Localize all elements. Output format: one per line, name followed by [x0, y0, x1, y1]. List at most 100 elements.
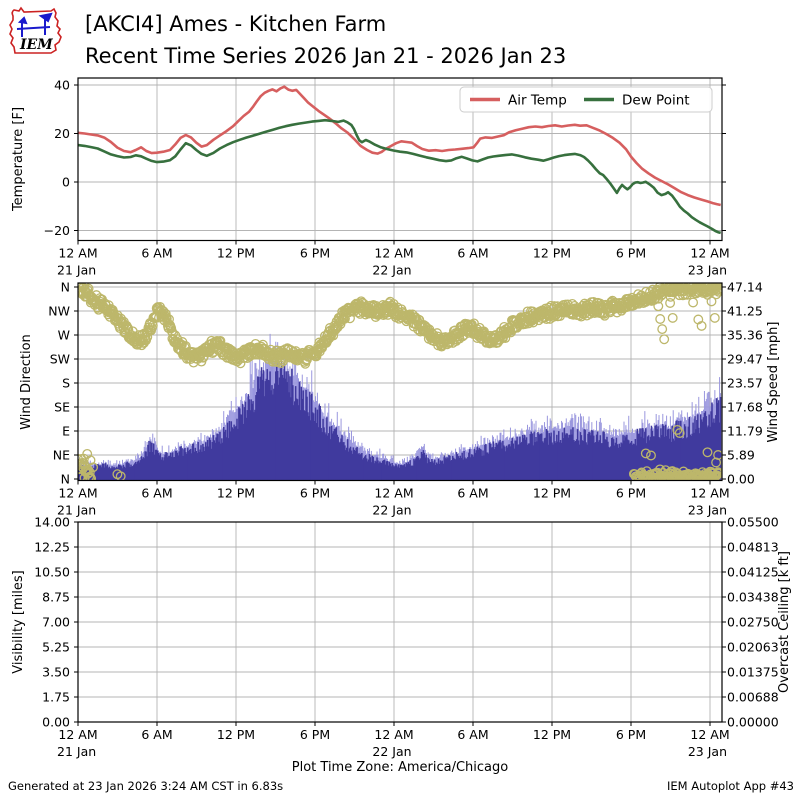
temperature-panel-x-tick-label: 6 PM [300, 246, 330, 261]
logo-text: IEM [19, 37, 53, 53]
temperature-y-tick-label: 20 [54, 126, 70, 141]
wind-speed-axis-label: Wind Speed [mph] [766, 322, 781, 443]
wind-panel-ticks [74, 286, 726, 485]
wind-panel-x-tick-label: 6 AM [457, 486, 488, 501]
wind-panel-x-tick-label: 12 AM [374, 486, 413, 501]
air-temp-line [78, 85, 721, 207]
wind-direction-tick-label: W [58, 328, 70, 343]
temperature-panel-x-tick-label: 6 AM [141, 246, 172, 261]
legend-air-temp-label: Air Temp [508, 93, 567, 109]
page-subtitle: Recent Time Series 2026 Jan 21 - 2026 Ja… [85, 44, 566, 68]
ceiling-y-tick-label: 0.03438 [727, 590, 779, 605]
wind-direction-tick-label: NW [48, 304, 70, 319]
temperature-y-tick-label: 0 [62, 175, 70, 190]
ceiling-y-tick-label: 0.04125 [727, 565, 779, 580]
visibility-panel-grid [77, 521, 722, 723]
visibility-panel-x-tick-label: 12 AM [374, 727, 413, 742]
dew-point-line [78, 118, 722, 235]
visibility-panel-border [77, 521, 723, 723]
temperature-panel-x-tick-label: 12 AM [690, 246, 729, 261]
app-credit: IEM Autoplot App #43 [667, 779, 794, 793]
wind-direction-tick-label: N [61, 472, 70, 487]
visibility-panel-x-tick-label: 6 AM [141, 727, 172, 742]
visibility-panel-x-tick-label: 6 PM [300, 727, 330, 742]
temperature-panel-date-label: 22 Jan [372, 263, 411, 278]
temperature-panel-x-tick-label: 12 AM [374, 246, 413, 261]
visibility-panel-x-tick-label: 12 AM [690, 727, 729, 742]
overcast-ceiling-axis-label: Overcast Ceiling [k ft] [777, 551, 792, 693]
temperature-panel-x-tick-label: 6 PM [616, 246, 646, 261]
wind-panel-border [77, 282, 723, 482]
timezone-note: Plot Time Zone: America/Chicago [292, 760, 508, 775]
visibility-panel-x-tick-label: 12 PM [217, 727, 255, 742]
wind-panel: N NW W SW S SE E NE N 47.14 41.25 35.36 29.47 23.57 17… [48, 280, 763, 518]
visibility-panel-ticks [74, 521, 726, 726]
temperature-panel: 40 20 0 −20 12 AM 6 AM 12 PM 6 PM 12 AM 6 AM 12 PM… [44, 77, 730, 278]
temperature-panel-ticks [74, 84, 726, 245]
legend: Air Temp Dew Point [459, 86, 713, 113]
ceiling-y-tick-label: 0.02750 [727, 615, 779, 630]
chart-panels: 40 20 0 −20 12 AM 6 AM 12 PM 6 PM 12 AM 6 AM 12 PM… [34, 77, 779, 760]
wind-panel-x-tick-label: 6 AM [141, 486, 172, 501]
visibility-y-tick-label: 3.50 [42, 665, 70, 680]
ceiling-y-tick-label: 0.04813 [727, 540, 779, 555]
temperature-y-tick-label: −20 [44, 223, 70, 238]
visibility-y-tick-label: 0.00 [42, 715, 70, 730]
visibility-y-tick-label: 8.75 [42, 590, 70, 605]
visibility-y-tick-label: 10.50 [34, 565, 70, 580]
temperature-panel-date-label: 23 Jan [688, 263, 727, 278]
temperature-series [78, 85, 722, 235]
weather-vane-icon [16, 12, 53, 37]
ceiling-y-tick-label: 0.05500 [727, 515, 779, 530]
ceiling-y-tick-label: 0.02063 [727, 640, 779, 655]
ceiling-y-tick-label: 0.00688 [727, 690, 779, 705]
wind-panel-x-tick-label: 12 PM [217, 486, 255, 501]
wind-panel-date-label: 22 Jan [372, 503, 411, 518]
temperature-panel-x-tick-label: 6 AM [457, 246, 488, 261]
iem-logo: IEM [9, 6, 62, 54]
wind-speed-tick-label: 41.25 [727, 304, 763, 319]
temperature-panel-date-label: 21 Jan [57, 263, 96, 278]
visibility-y-tick-label: 12.25 [34, 540, 70, 555]
wind-panel-date-label: 21 Jan [57, 503, 96, 518]
wind-direction-tick-label: SE [54, 400, 70, 415]
temperature-panel-x-tick-label: 12 PM [533, 246, 571, 261]
wind-speed-tick-label: 0.00 [727, 472, 755, 487]
visibility-panel-x-tick-label: 6 AM [457, 727, 488, 742]
ceiling-y-tick-label: 0.00000 [727, 715, 779, 730]
temperature-panel-x-tick-label: 12 PM [217, 246, 255, 261]
visibility-axis-label: Visibility [miles] [11, 570, 26, 673]
visibility-y-tick-label: 7.00 [42, 615, 70, 630]
wind-direction-tick-label: N [61, 280, 70, 295]
wind-panel-x-tick-label: 6 PM [300, 486, 330, 501]
visibility-panel: 14.0012.2510.508.757.005.253.501.750.000… [34, 515, 779, 760]
visibility-y-tick-label: 14.00 [34, 515, 70, 530]
visibility-panel-x-tick-label: 12 AM [58, 727, 97, 742]
wind-speed-tick-label: 29.47 [727, 352, 763, 367]
temperature-panel-x-tick-label: 12 AM [58, 246, 97, 261]
legend-dew-point-label: Dew Point [622, 93, 690, 109]
temperature-axis-label: Temperature [F] [11, 107, 26, 212]
wind-speed-tick-label: 5.89 [727, 448, 755, 463]
wind-direction-scatter [78, 283, 722, 481]
visibility-panel-date-label: 21 Jan [57, 744, 96, 759]
wind-panel-x-tick-label: 12 PM [533, 486, 571, 501]
visibility-panel-x-tick-label: 6 PM [616, 727, 646, 742]
wind-speed-tick-label: 17.68 [727, 400, 763, 415]
visibility-panel-date-label: 23 Jan [688, 744, 727, 759]
wind-speed-tick-label: 11.79 [727, 424, 763, 439]
wind-direction-tick-label: S [62, 376, 70, 391]
wind-panel-x-tick-label: 6 PM [616, 486, 646, 501]
wind-panel-date-label: 23 Jan [688, 503, 727, 518]
wind-direction-tick-label: E [62, 424, 70, 439]
wind-direction-tick-label: SW [50, 352, 70, 367]
wind-speed-tick-label: 23.57 [727, 376, 763, 391]
wind-direction-tick-label: NE [53, 448, 70, 463]
visibility-y-tick-label: 1.75 [42, 690, 70, 705]
visibility-panel-x-tick-label: 12 PM [533, 727, 571, 742]
generated-stamp: Generated at 23 Jan 2026 3:24 AM CST in … [8, 779, 283, 793]
visibility-y-tick-label: 5.25 [42, 640, 70, 655]
page-title: [AKCI4] Ames - Kitchen Farm [85, 12, 386, 36]
